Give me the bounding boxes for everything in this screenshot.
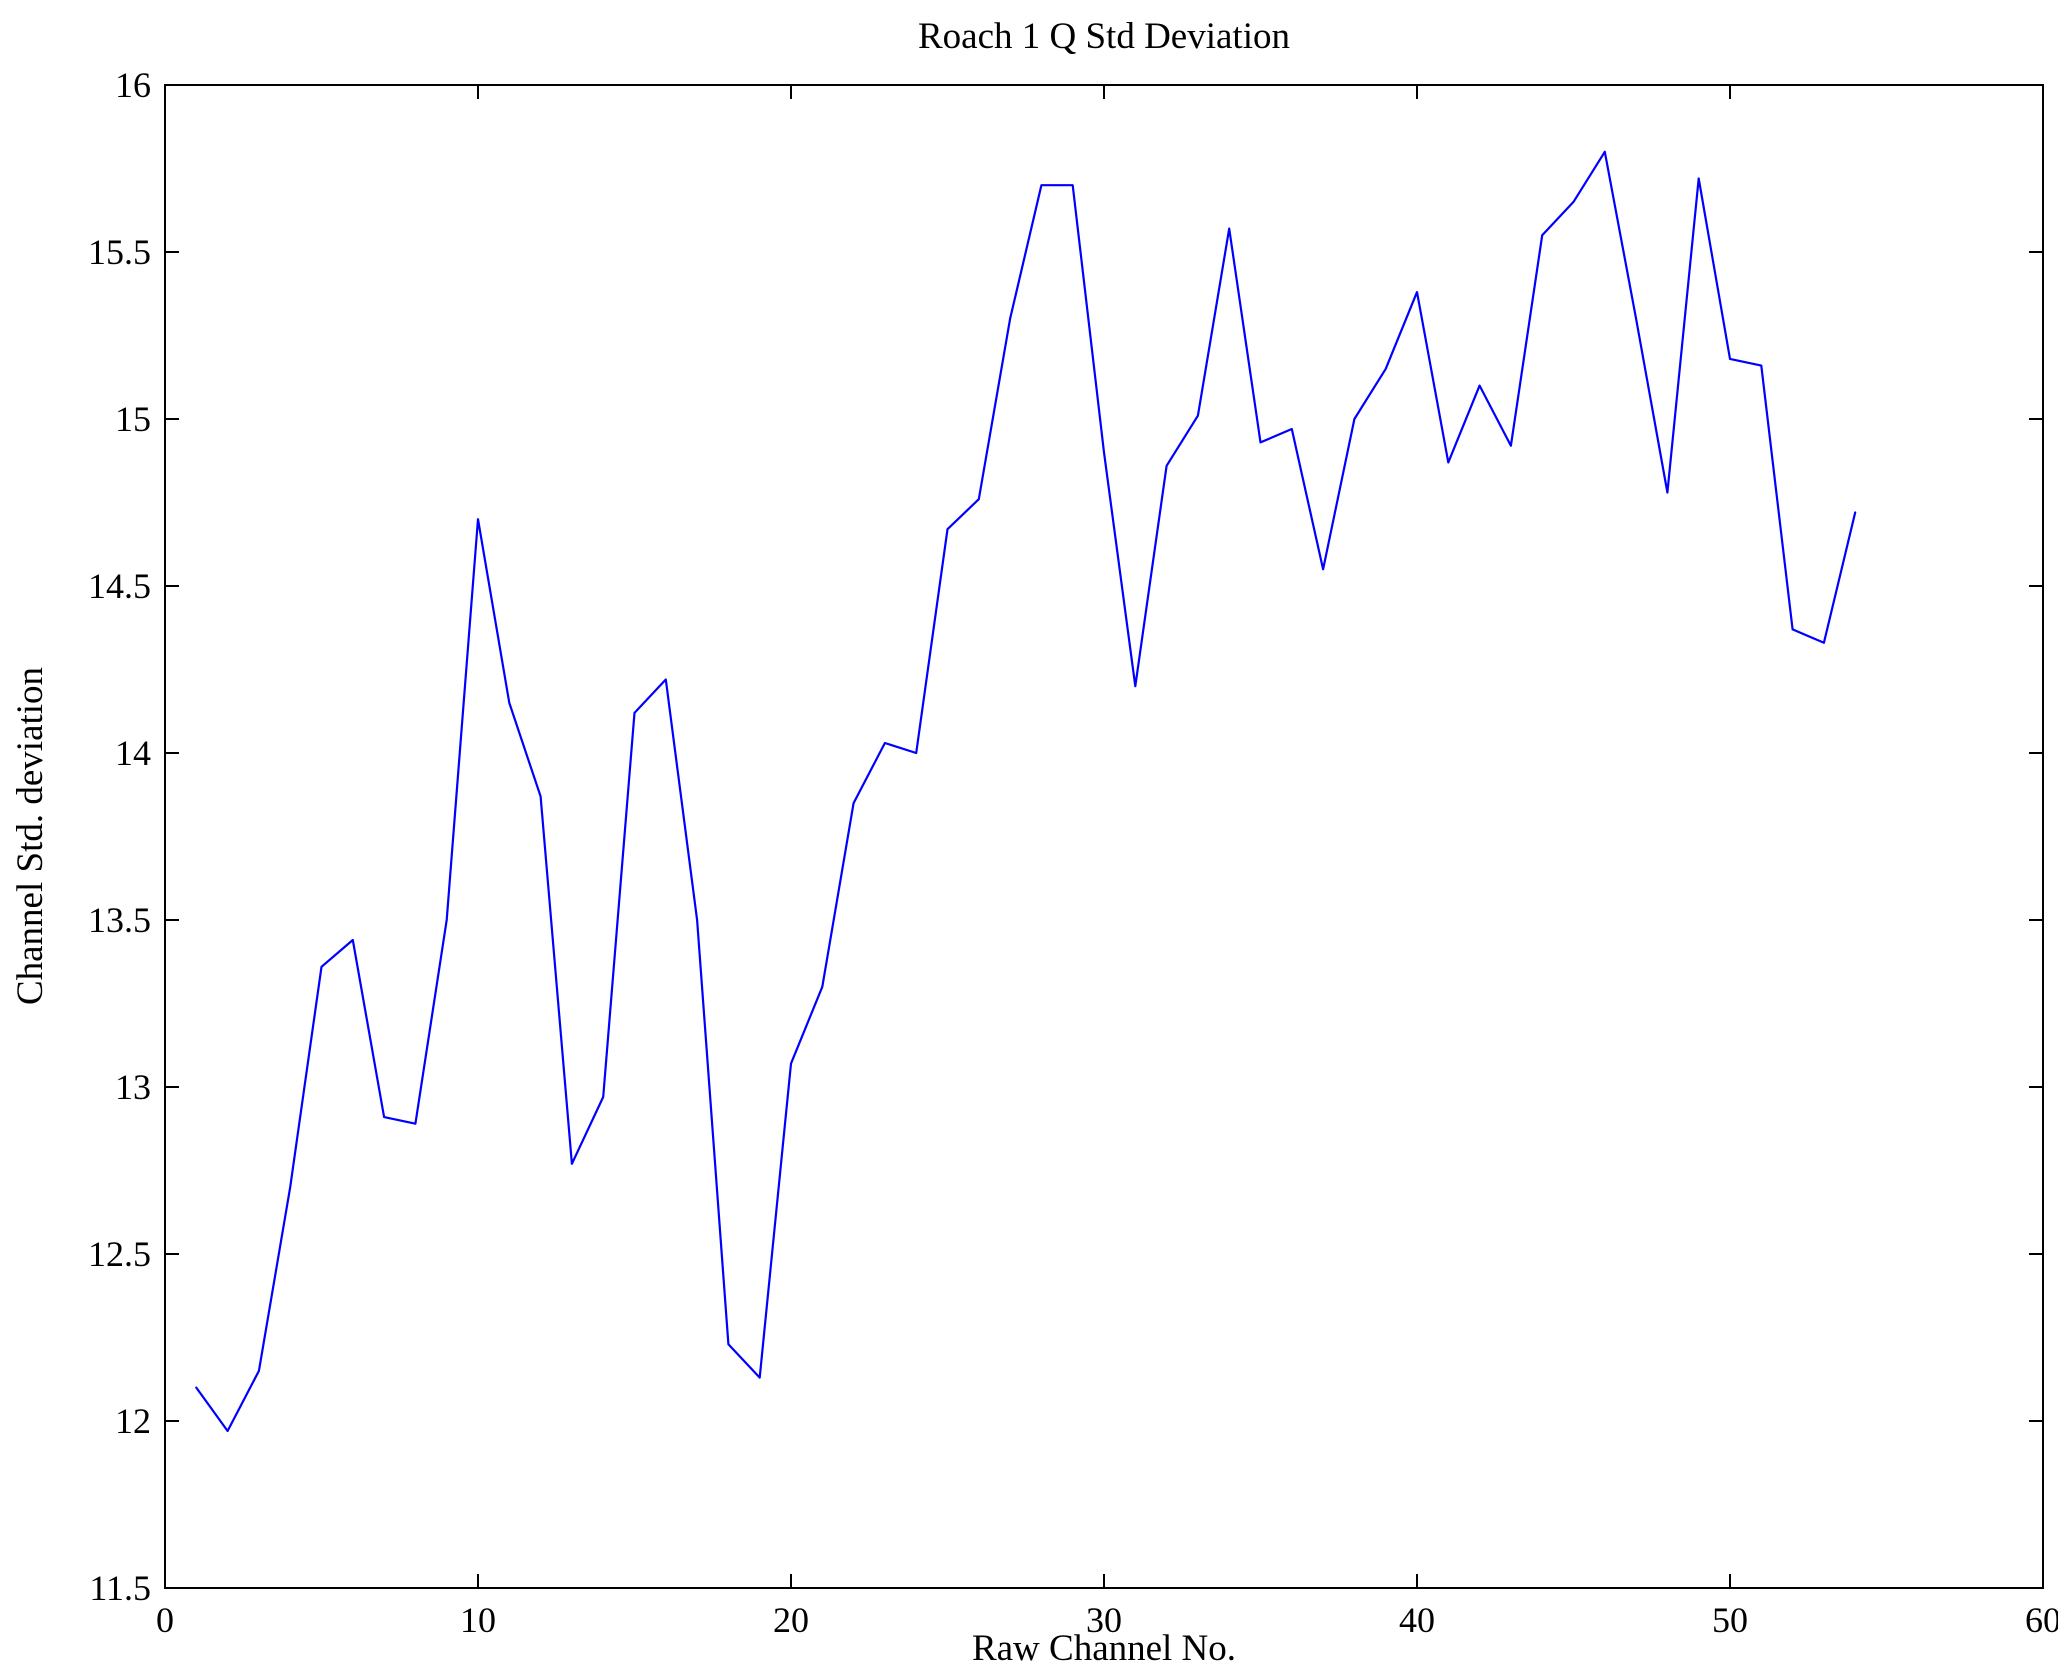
x-tick-label: 0 xyxy=(156,1600,174,1640)
y-tick-label: 14 xyxy=(115,733,151,773)
x-tick-label: 60 xyxy=(2025,1600,2058,1640)
x-tick-label: 20 xyxy=(773,1600,809,1640)
chart-title: Roach 1 Q Std Deviation xyxy=(918,16,1290,57)
y-tick-label: 12.5 xyxy=(88,1234,151,1274)
y-tick-label: 12 xyxy=(115,1401,151,1441)
y-tick-label: 14.5 xyxy=(88,566,151,606)
x-axis-label: Raw Channel No. xyxy=(972,1628,1236,1669)
y-tick-label: 15 xyxy=(115,399,151,439)
y-tick-label: 11.5 xyxy=(89,1568,151,1608)
x-tick-label: 30 xyxy=(1086,1600,1122,1640)
y-tick-label: 13.5 xyxy=(88,900,151,940)
x-tick-label: 10 xyxy=(460,1600,496,1640)
axis-tick-labels: 0 10 20 30 40 50 60 11.5 12 12.5 13 13.5 14 14.5 15 15.… xyxy=(88,65,2058,1640)
plot-area-border xyxy=(164,84,2044,1589)
y-tick-label: 16 xyxy=(115,65,151,105)
y-axis-label: Channel Std. deviation xyxy=(10,667,51,1005)
data-line xyxy=(195,150,1857,1433)
y-tick-label: 13 xyxy=(115,1067,151,1107)
axis-ticks xyxy=(164,84,2044,1589)
y-tick-label: 15.5 xyxy=(88,232,151,272)
x-tick-label: 50 xyxy=(1712,1600,1748,1640)
x-tick-label: 40 xyxy=(1399,1600,1435,1640)
